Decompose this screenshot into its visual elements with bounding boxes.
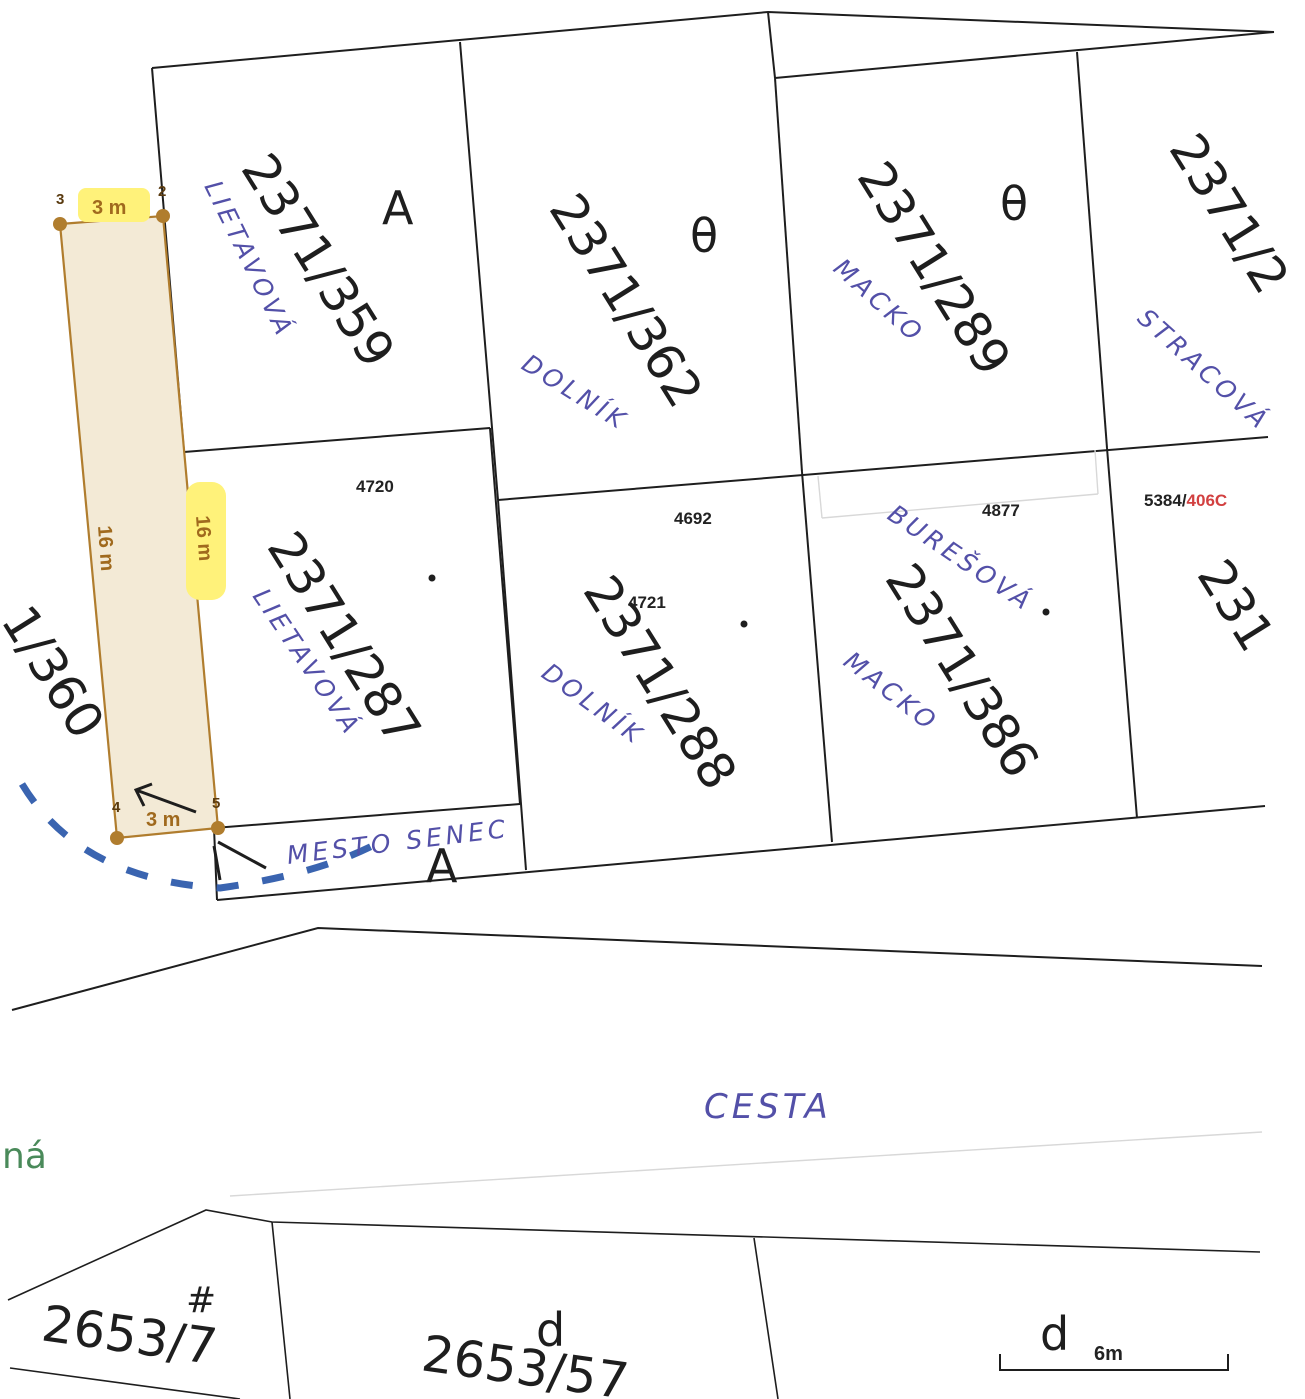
house-number-main: 5384/ (1144, 491, 1187, 510)
parcel-centroid-dot (740, 620, 748, 628)
owner-annotation: DOLNÍK (517, 348, 634, 436)
right-length-label: 16 m (191, 515, 216, 562)
top-width-label: 3 m (92, 197, 126, 219)
house-number: 4692 (674, 509, 712, 528)
owner-annotation: MESTO SENEC (285, 814, 511, 870)
bottom-width-label: 3 m (146, 809, 180, 831)
parcel-boundaries (7, 10, 1275, 1399)
house-number: 4721 (628, 593, 666, 612)
house-number: 4877 (982, 501, 1020, 520)
partial-street-label: ná (2, 1136, 47, 1177)
scale-symbol: d (1040, 1307, 1069, 1361)
right-dimension-highlight (186, 482, 226, 600)
land-type-symbol: # (186, 1280, 216, 1321)
parcel-number: 2653/57 (418, 1324, 632, 1399)
point-3-label: 3 (56, 191, 64, 208)
parcel-number: 2371/2 (1158, 124, 1300, 304)
owner-annotation: STRACOVÁ (1132, 303, 1276, 436)
point-5-label: 5 (212, 795, 220, 812)
parcel-centroid-dot (428, 574, 436, 582)
scale-label: 6m (1094, 1343, 1123, 1365)
land-type-symbol: A (426, 839, 458, 893)
measurement-strip: 3 m 3 m 16 m 16 m 3 2 4 5 (53, 183, 226, 845)
parcel-centroid-dot (1042, 608, 1050, 616)
point-4-marker (110, 831, 124, 845)
point-3-marker (53, 217, 67, 231)
house-number: 4720 (356, 477, 394, 496)
parcel-number: 2371/289 (846, 152, 1022, 386)
point-2-label: 2 (158, 183, 166, 200)
road-label: CESTA (704, 1087, 832, 1127)
land-type-symbol: d (536, 1303, 565, 1357)
point-4-label: 4 (112, 799, 121, 816)
scale-bar: d 6m (999, 1307, 1229, 1371)
land-type-symbol: A (382, 181, 414, 235)
parcel-number: 231 (1186, 550, 1286, 662)
land-type-symbol: θ (1000, 177, 1028, 231)
annotation-strokes (133, 782, 267, 881)
point-2-marker (156, 209, 170, 223)
land-type-symbol: θ (690, 209, 718, 263)
house-number-code: 5384/406C (1144, 491, 1227, 510)
point-5-marker (211, 821, 225, 835)
house-number-red-suffix: 406C (1187, 491, 1228, 510)
dashed-boundary-line (19, 782, 382, 892)
top-dimension-highlight (78, 188, 150, 222)
left-length-label: 16 m (93, 525, 118, 572)
